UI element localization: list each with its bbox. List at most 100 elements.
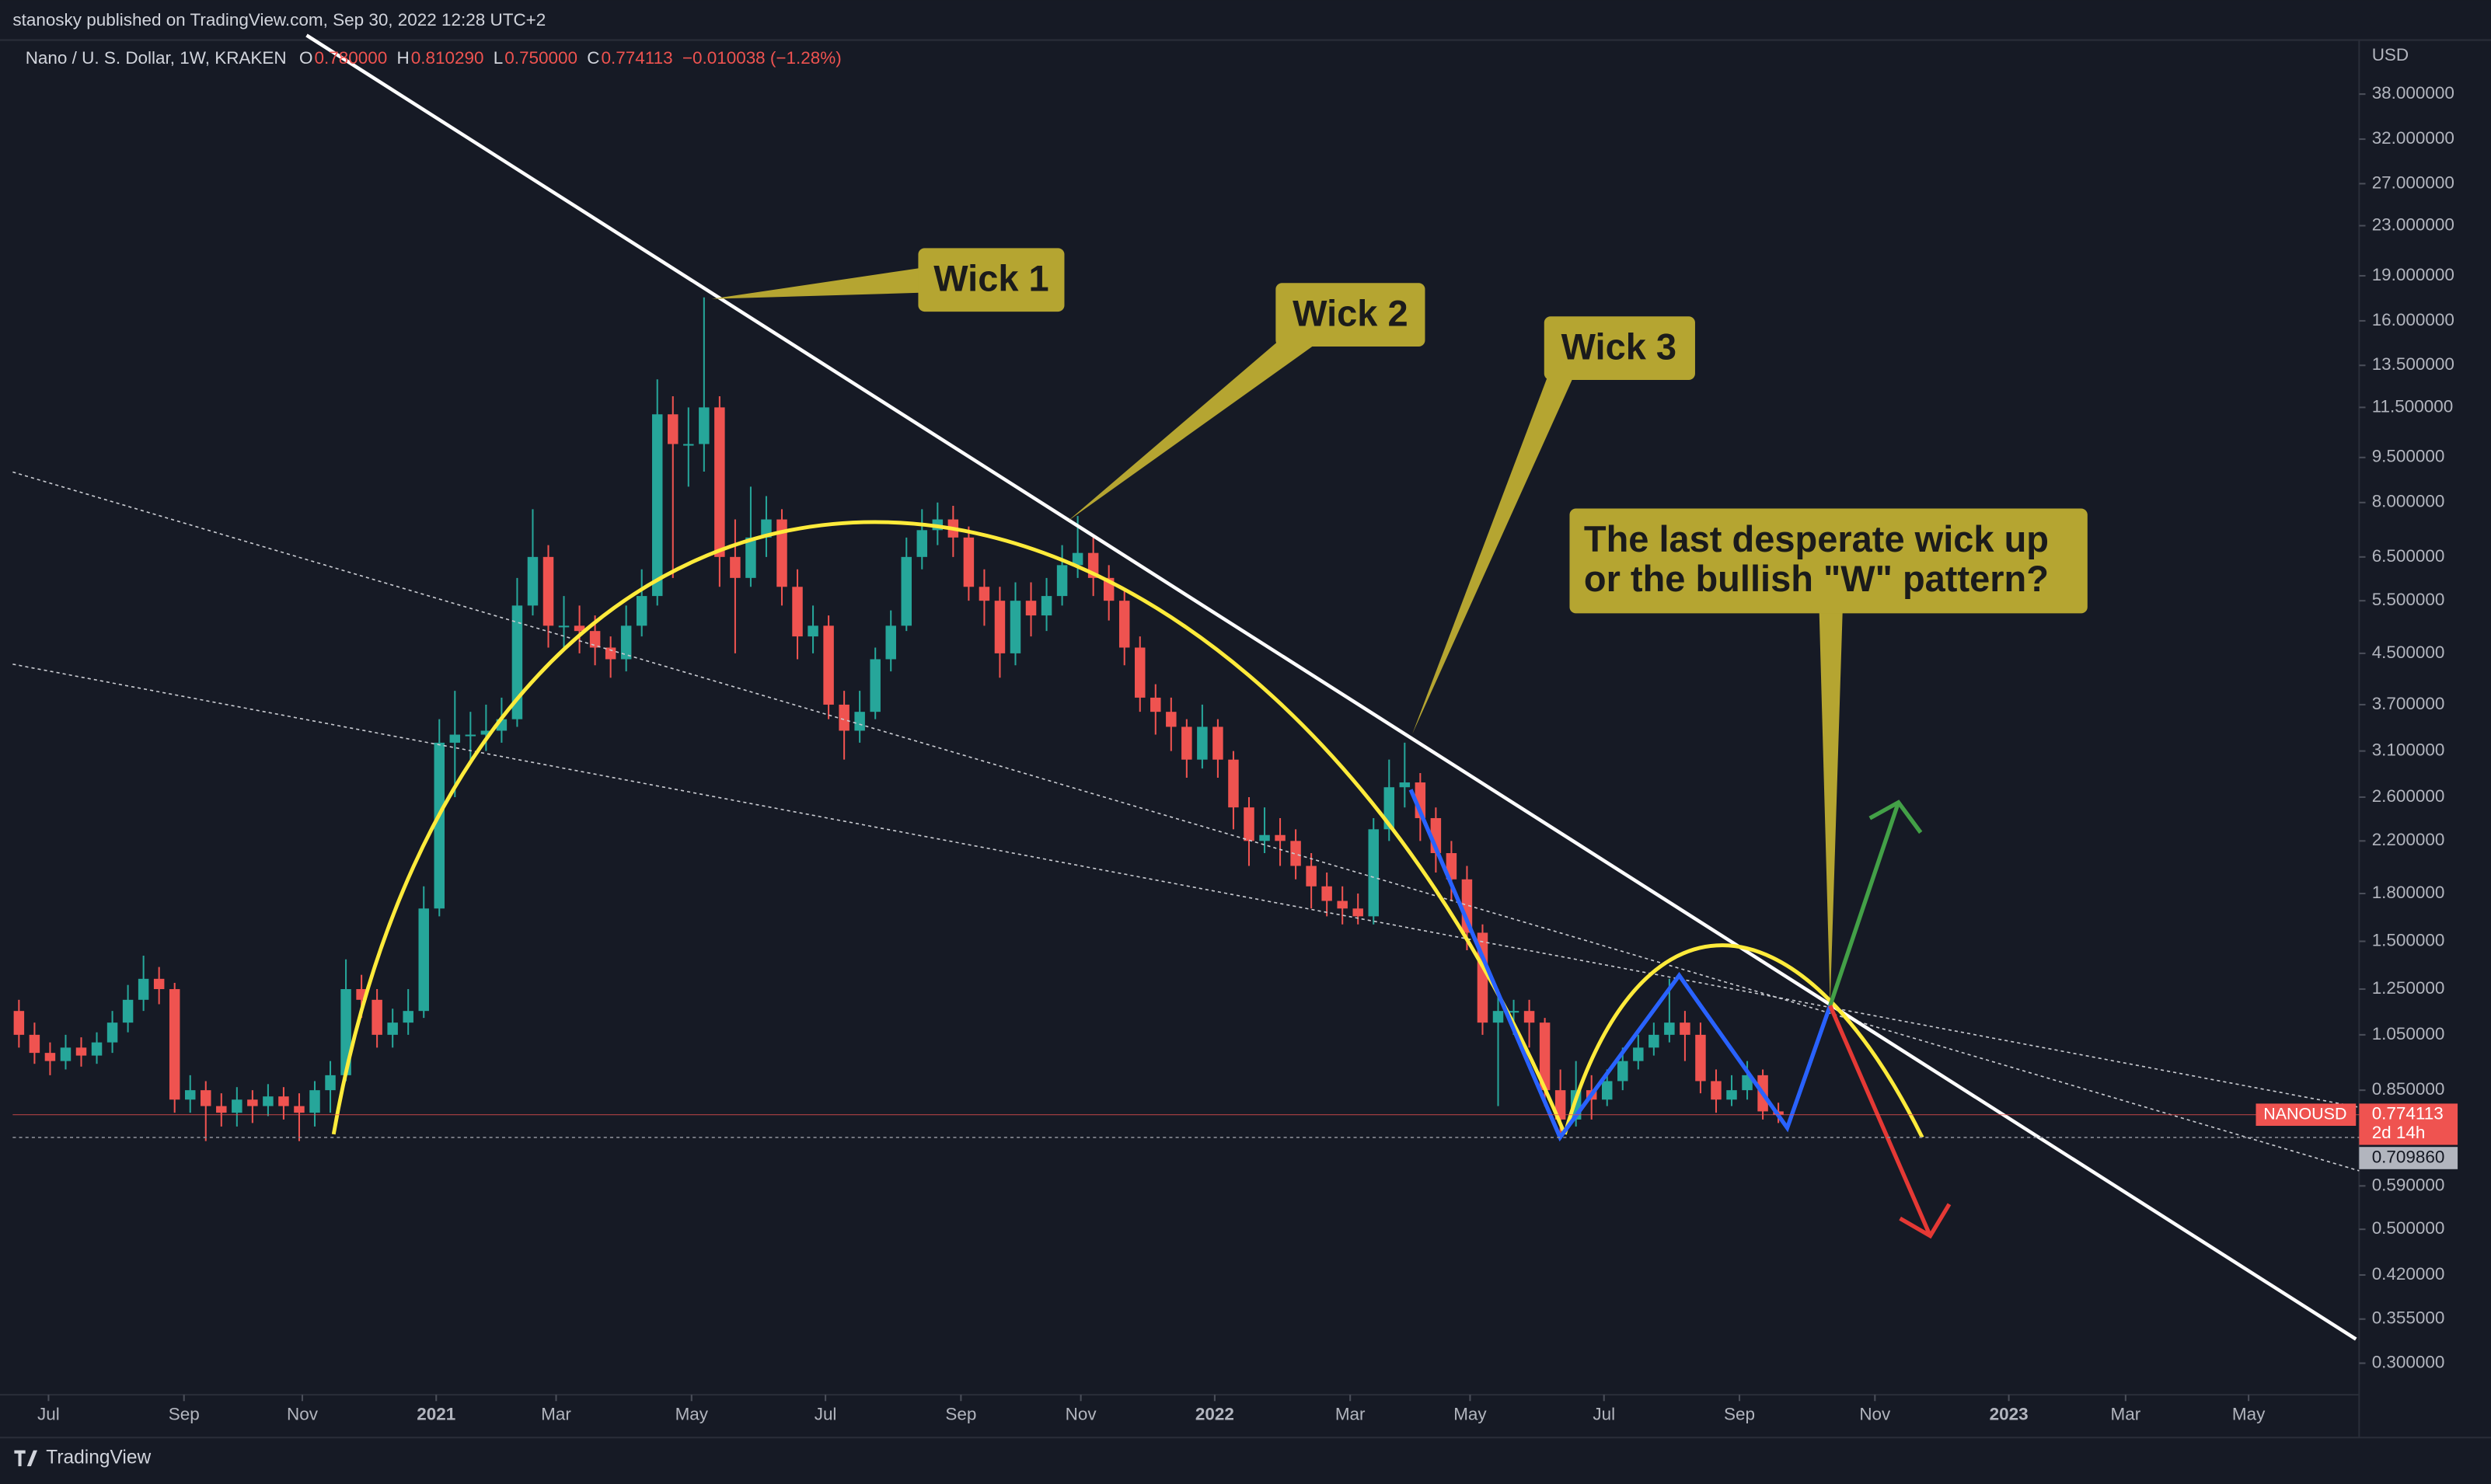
candle-body <box>1446 853 1457 880</box>
y-tick-label: 23.000000 <box>2372 214 2454 234</box>
candle-body <box>854 712 865 731</box>
candle-body <box>1244 807 1254 841</box>
candle-body <box>1711 1081 1722 1100</box>
legend-value: 0.774113 <box>602 48 673 68</box>
legend-title: Nano / U. S. Dollar, 1W, KRAKEN <box>26 48 287 68</box>
y-tick-label: 16.000000 <box>2372 310 2454 329</box>
callout-box <box>1544 316 1695 380</box>
candle-body <box>1072 552 1083 566</box>
candle-body <box>1648 1034 1659 1048</box>
candle-body <box>13 1011 25 1035</box>
x-tick-label: May <box>2232 1405 2266 1424</box>
candle-body <box>1212 726 1223 760</box>
y-tick-label: 13.500000 <box>2372 354 2454 374</box>
dotted-trendline <box>12 471 2360 1172</box>
candle-body <box>839 704 850 731</box>
candle-body <box>1680 1022 1690 1035</box>
y-tick-label: 2.600000 <box>2372 786 2445 806</box>
candle-body <box>1726 1090 1737 1100</box>
candle-body <box>278 1096 289 1106</box>
candle-body <box>730 556 741 578</box>
legend-key: O <box>299 48 312 68</box>
legend-key: C <box>587 48 599 68</box>
callout-text: Wick 2 <box>1293 293 1408 334</box>
candle-body <box>994 601 1006 653</box>
candle-body <box>916 530 928 557</box>
candle-body <box>91 1042 103 1056</box>
candle-body <box>122 999 134 1023</box>
candle-body <box>1523 1011 1535 1023</box>
candle-body <box>232 1099 242 1113</box>
candle-body <box>668 414 679 444</box>
candle-body <box>216 1106 227 1113</box>
candle-body <box>699 407 710 444</box>
candle-body <box>651 414 663 597</box>
brand: TradingView <box>46 1447 151 1468</box>
y-tick-label: 1.050000 <box>2372 1024 2445 1043</box>
candle-body <box>1617 1061 1628 1082</box>
candle-body <box>29 1034 40 1054</box>
candle-body <box>1633 1047 1644 1061</box>
y-tick-label: 0.420000 <box>2372 1264 2445 1284</box>
candle-body <box>745 537 756 578</box>
legend-change: −0.010038 (−1.28%) <box>682 48 842 68</box>
symbol-tag <box>2256 1103 2357 1127</box>
x-tick-label: Jul <box>37 1405 60 1424</box>
candle-body <box>325 1075 336 1091</box>
candle-body <box>1275 834 1286 841</box>
y-tick-label: 8.000000 <box>2372 492 2445 511</box>
y-tick-label: 0.300000 <box>2372 1352 2445 1371</box>
callout-pointer <box>1067 333 1313 521</box>
candle-body <box>885 625 896 660</box>
y-tick-label: 5.500000 <box>2372 590 2445 609</box>
candle-body <box>1539 1022 1551 1091</box>
arc <box>331 520 1567 1135</box>
symbol-label: NANOUSD <box>2263 1104 2346 1123</box>
candle-body <box>60 1047 72 1061</box>
candle-body <box>1352 908 1363 917</box>
callout-box <box>918 248 1065 312</box>
brand-logo <box>14 1450 38 1467</box>
y-tick-label: 4.500000 <box>2372 643 2445 662</box>
candle-body <box>480 730 492 735</box>
dotted-trendline <box>12 664 2360 1108</box>
candle-body <box>979 587 990 601</box>
candle-body <box>574 625 585 632</box>
x-tick-label: Sep <box>1724 1405 1755 1424</box>
price-label: 0.774113 <box>2372 1104 2444 1123</box>
candle-body <box>1508 1011 1519 1013</box>
y-tick-label: 0.590000 <box>2372 1175 2445 1194</box>
candle-body <box>387 1022 398 1035</box>
x-tick-label: Jul <box>815 1405 837 1424</box>
candle-body <box>1602 1081 1613 1100</box>
candle-body <box>418 908 429 1012</box>
candle-body <box>636 596 647 626</box>
candle-body <box>1742 1075 1753 1091</box>
candle-body <box>1368 829 1379 917</box>
y-tick-label: 27.000000 <box>2372 172 2454 192</box>
x-tick-label: Mar <box>541 1405 571 1424</box>
x-tick-label: Mar <box>2110 1405 2140 1424</box>
candle-body <box>1025 601 1037 616</box>
candle-body <box>75 1047 87 1056</box>
y-tick-label: 38.000000 <box>2372 83 2454 103</box>
x-tick-label: Nov <box>1066 1405 1097 1424</box>
up-arrow <box>1828 799 1923 1007</box>
y-tick-label: 0.355000 <box>2372 1308 2445 1328</box>
arc <box>1562 943 1924 1139</box>
candle-body <box>901 556 912 626</box>
y-tick-label: 6.500000 <box>2372 546 2445 566</box>
candle-body <box>1337 901 1348 909</box>
candle-body <box>1695 1034 1706 1082</box>
published-line: stanosky published on TradingView.com, S… <box>12 10 546 30</box>
candle-body <box>247 1099 258 1106</box>
candle-body <box>169 989 180 1100</box>
candle-body <box>372 999 382 1035</box>
candle-body <box>1306 866 1317 887</box>
candle-body <box>1041 596 1052 616</box>
candle-body <box>434 742 445 909</box>
legend: Nano / U. S. Dollar, 1W, KRAKEN O 0.780000… <box>26 48 842 68</box>
low-label: 0.709860 <box>2372 1147 2445 1166</box>
countdown-label: 2d 14h <box>2372 1123 2426 1142</box>
